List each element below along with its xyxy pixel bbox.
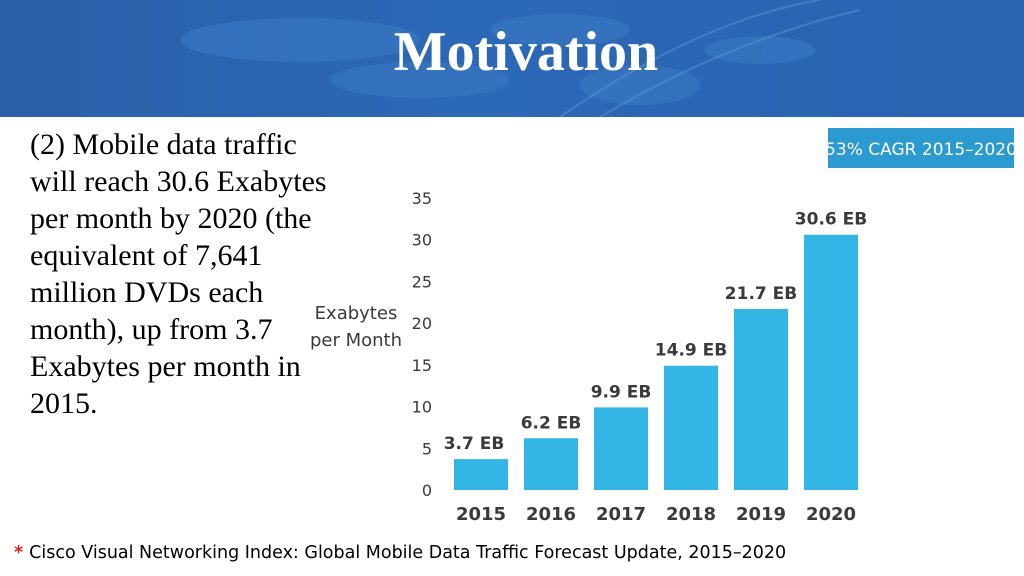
data-labels: 3.7 EB 6.2 EB 9.9 EB 14.9 EB 21.7 EB 30.6 EB [444,210,868,454]
bar-2018 [664,365,718,490]
y-tick-label: 15 [412,356,432,375]
y-tick-label: 20 [412,314,432,333]
x-tick-label-2017: 2017 [596,504,646,525]
y-axis-title: Exabytes per Month [310,303,402,351]
cagr-badge-bg [828,128,1014,168]
source-footnote: * Cisco Visual Networking Index: Global M… [14,543,786,563]
bar-2017 [594,407,648,490]
bar-2016 [524,438,578,490]
y-tick-label: 0 [422,481,432,500]
cagr-badge: 53% CAGR 2015–2020 [825,128,1017,168]
y-axis-title-line-1: Exabytes [315,303,398,324]
footnote-text: Cisco Visual Networking Index: Global Mo… [29,543,787,563]
bars [454,234,858,490]
slide-body-text: (2) Mobile data traffic will reach 30.6 … [30,128,327,420]
footnote-marker: * [14,543,24,563]
y-axis-title-line-2: per Month [310,330,402,351]
x-tick-label-2016: 2016 [526,504,576,525]
title-bar: Motivation [0,0,1024,117]
bar-2015 [454,459,508,490]
data-label-2016: 6.2 EB [521,413,582,433]
data-label-2015: 3.7 EB [444,434,505,454]
y-tick-label: 5 [422,439,432,458]
x-tick-label-2018: 2018 [666,504,716,525]
mobile-traffic-bar-chart: 53% CAGR 2015–2020 Exabytes per Month 0 5… [310,128,1017,525]
x-tick-label-2015: 2015 [456,504,506,525]
cagr-badge-label: 53% CAGR 2015–2020 [825,140,1017,160]
bar-2019 [734,308,788,490]
bar-2020 [804,234,858,490]
data-label-2019: 21.7 EB [725,284,797,304]
x-tick-label-2019: 2019 [736,504,786,525]
y-tick-label: 25 [412,272,432,291]
y-axis-ticks: 0 5 10 15 20 25 30 35 [412,189,432,500]
x-tick-label-2020: 2020 [806,504,856,525]
x-axis-ticks: 2015 2016 2017 2018 2019 2020 [456,504,856,525]
y-tick-label: 10 [412,398,432,417]
y-tick-label: 30 [412,231,432,250]
data-label-2017: 9.9 EB [591,382,652,402]
slide-title: Motivation [393,21,659,83]
y-tick-label: 35 [412,189,432,208]
world-map-texture [180,0,861,117]
data-label-2020: 30.6 EB [795,210,867,230]
data-label-2018: 14.9 EB [655,341,727,361]
